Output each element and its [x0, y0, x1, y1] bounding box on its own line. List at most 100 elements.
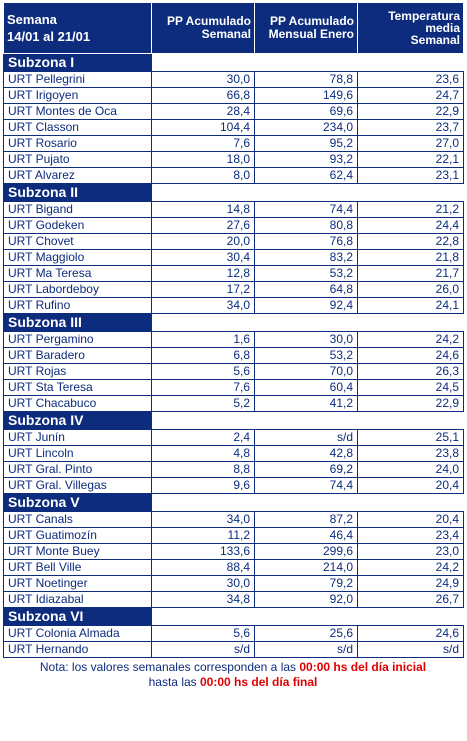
station-name: URT Gral. Villegas: [3, 477, 152, 494]
station-row: URT Canals 34,0 87,2 20,4: [3, 511, 464, 528]
monthly-pp-value: 299,6: [254, 543, 358, 560]
zone-header-row: Subzona V: [3, 493, 464, 512]
monthly-pp-value: 92,4: [254, 297, 358, 314]
monthly-pp-value: 25,6: [254, 625, 358, 642]
temperature-value: 25,1: [357, 429, 464, 446]
station-name: URT Noetinger: [3, 575, 152, 592]
weekly-pp-value: 11,2: [151, 527, 255, 544]
weekly-pp-value: 34,0: [151, 297, 255, 314]
temperature-value: 26,7: [357, 591, 464, 608]
monthly-pp-value: 76,8: [254, 233, 358, 250]
zone-spacer: [151, 607, 464, 626]
temperature-value: 23,0: [357, 543, 464, 560]
monthly-pp-value: 42,8: [254, 445, 358, 462]
temperature-header-line2: media: [425, 21, 460, 35]
monthly-pp-value: 83,2: [254, 249, 358, 266]
monthly-pp-value: 80,8: [254, 217, 358, 234]
monthly-pp-value: 70,0: [254, 363, 358, 380]
footnote: Nota: los valores semanales corresponden…: [3, 660, 463, 690]
weekly-pp-value: 5,6: [151, 363, 255, 380]
monthly-pp-value: 92,0: [254, 591, 358, 608]
temperature-value: 23,1: [357, 167, 464, 184]
zone-name: Subzona V: [3, 493, 152, 512]
station-name: URT Idiazabal: [3, 591, 152, 608]
station-name: URT Pellegrini: [3, 71, 152, 88]
station-row: URT Monte Buey 133,6 299,6 23,0: [3, 543, 464, 560]
weekly-pp-value: 14,8: [151, 201, 255, 218]
station-row: URT Noetinger 30,0 79,2 24,9: [3, 575, 464, 592]
station-name: URT Hernando: [3, 641, 152, 658]
temperature-value: 20,4: [357, 477, 464, 494]
temperature-value: 23,7: [357, 119, 464, 136]
weekly-pp-value: 133,6: [151, 543, 255, 560]
station-name: URT Classon: [3, 119, 152, 136]
station-row: URT Junín 2,4 s/d 25,1: [3, 429, 464, 446]
temperature-value: 27,0: [357, 135, 464, 152]
station-row: URT Classon 104,4 234,0 23,7: [3, 119, 464, 136]
station-row: URT Irigoyen 66,8 149,6 24,7: [3, 87, 464, 104]
temperature-value: 23,6: [357, 71, 464, 88]
station-name: URT Chovet: [3, 233, 152, 250]
monthly-pp-value: 53,2: [254, 347, 358, 364]
station-row: URT Ma Teresa 12,8 53,2 21,7: [3, 265, 464, 282]
temperature-value: 24,6: [357, 347, 464, 364]
station-row: URT Guatimozín 11,2 46,4 23,4: [3, 527, 464, 544]
station-row: URT Labordeboy 17,2 64,8 26,0: [3, 281, 464, 298]
station-name: URT Lincoln: [3, 445, 152, 462]
temperature-value: 23,4: [357, 527, 464, 544]
table-body: Subzona I URT Pellegrini 30,0 78,8 23,6 URT I…: [3, 53, 464, 658]
weekly-pp-value: 12,8: [151, 265, 255, 282]
temperature-header-line3: Semanal: [410, 33, 460, 47]
station-name: URT Sta Teresa: [3, 379, 152, 396]
weekly-pp-value: 5,2: [151, 395, 255, 412]
zone-name: Subzona II: [3, 183, 152, 202]
monthly-pp-header-line2: Mensual Enero: [268, 27, 354, 41]
temperature-value: 22,9: [357, 395, 464, 412]
zone-spacer: [151, 183, 464, 202]
station-name: URT Godeken: [3, 217, 152, 234]
temperature-value: 24,5: [357, 379, 464, 396]
station-row: URT Gral. Villegas 9,6 74,4 20,4: [3, 477, 464, 494]
temperature-value: 24,2: [357, 331, 464, 348]
monthly-pp-value: 79,2: [254, 575, 358, 592]
weekly-pp-value: 6,8: [151, 347, 255, 364]
station-name: URT Canals: [3, 511, 152, 528]
zone-name: Subzona VI: [3, 607, 152, 626]
monthly-pp-value: 214,0: [254, 559, 358, 576]
monthly-pp-value: 41,2: [254, 395, 358, 412]
station-name: URT Irigoyen: [3, 87, 152, 104]
station-row: URT Baradero 6,8 53,2 24,6: [3, 347, 464, 364]
footnote-highlight-2: 00:00 hs del día final: [200, 675, 318, 689]
monthly-pp-value: 234,0: [254, 119, 358, 136]
temperature-value: 23,8: [357, 445, 464, 462]
station-name: URT Chacabuco: [3, 395, 152, 412]
station-name: URT Maggiolo: [3, 249, 152, 266]
footnote-text-1: Nota: los valores semanales corresponden…: [39, 660, 300, 674]
weekly-pp-value: 30,0: [151, 71, 255, 88]
station-name: URT Gral. Pinto: [3, 461, 152, 478]
week-header: Semana 14/01 al 21/01: [3, 2, 152, 54]
temperature-value: 21,2: [357, 201, 464, 218]
station-row: URT Gral. Pinto 8,8 69,2 24,0: [3, 461, 464, 478]
weather-report-sheet: Semana 14/01 al 21/01 PP Acumulado Seman…: [3, 2, 464, 690]
station-row: URT Pergamino 1,6 30,0 24,2: [3, 331, 464, 348]
monthly-pp-value: 74,4: [254, 201, 358, 218]
station-name: URT Monte Buey: [3, 543, 152, 560]
zone-name: Subzona IV: [3, 411, 152, 430]
station-name: URT Junín: [3, 429, 152, 446]
weekly-pp-header-line1: PP Acumulado: [166, 14, 251, 28]
weekly-pp-value: 8,0: [151, 167, 255, 184]
weekly-pp-value: 5,6: [151, 625, 255, 642]
station-name: URT Pergamino: [3, 331, 152, 348]
weekly-pp-value: 20,0: [151, 233, 255, 250]
temperature-value: 26,3: [357, 363, 464, 380]
footnote-highlight-1: 00:00 hs del día inicial: [299, 660, 427, 674]
monthly-pp-value: 87,2: [254, 511, 358, 528]
header-row: Semana 14/01 al 21/01 PP Acumulado Seman…: [3, 2, 464, 54]
footnote-text-2: hasta las: [148, 675, 200, 689]
station-row: URT Bigand 14,8 74,4 21,2: [3, 201, 464, 218]
zone-name: Subzona III: [3, 313, 152, 332]
weekly-pp-value: 17,2: [151, 281, 255, 298]
temperature-value: 24,7: [357, 87, 464, 104]
weekly-pp-value: 66,8: [151, 87, 255, 104]
